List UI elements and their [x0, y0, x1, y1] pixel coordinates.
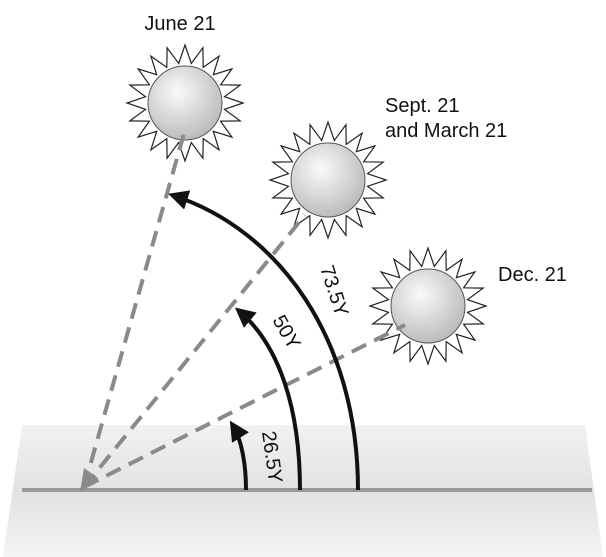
suns: [127, 45, 486, 364]
sun-angle-diagram: June 21 Sept. 21 and March 21 Dec. 21 73…: [0, 0, 606, 557]
equinox-angle-label: 50Υ: [268, 312, 305, 354]
sun-disc: [148, 66, 222, 140]
sun-disc: [391, 269, 465, 343]
june-label: June 21: [144, 13, 215, 35]
june-angle-label: 73.5Υ: [315, 263, 352, 320]
sun-disc: [291, 143, 365, 217]
equinox-label-line1: Sept. 21: [385, 95, 460, 117]
equinox-label-line2: and March 21: [385, 120, 507, 142]
december-label: Dec. 21: [498, 264, 567, 286]
